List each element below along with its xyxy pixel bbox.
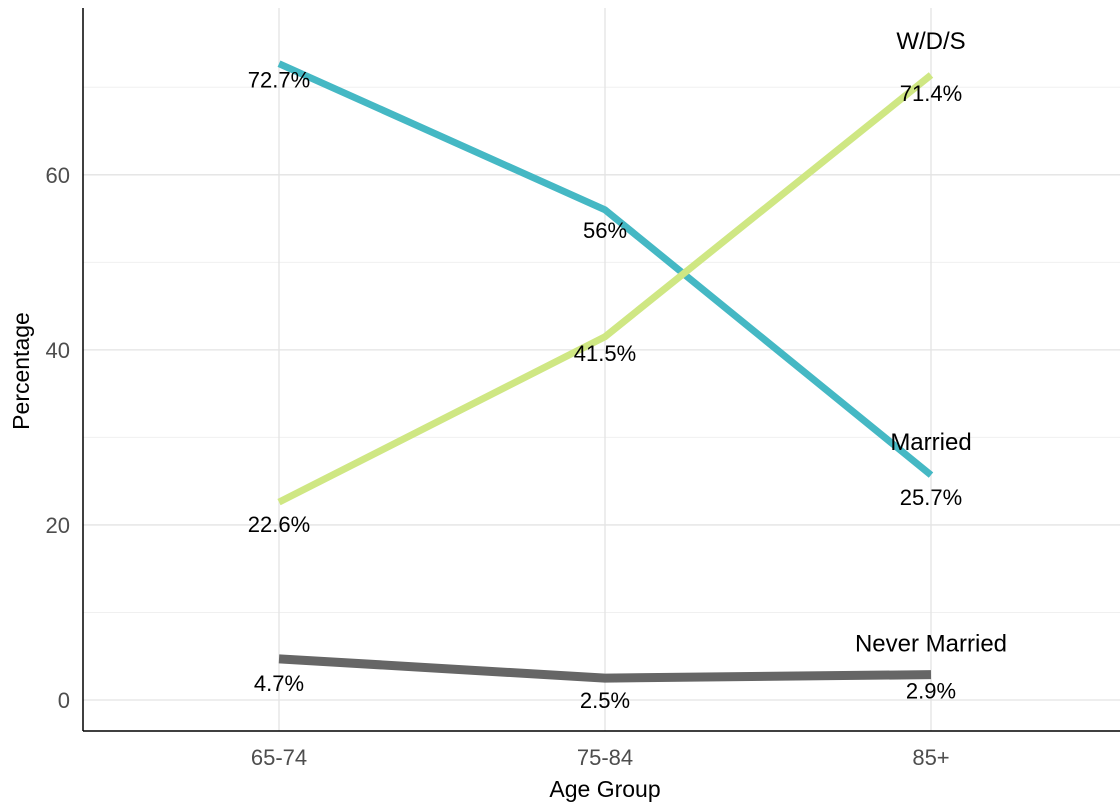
y-tick-labels: 0 20 40 60 (46, 163, 70, 713)
y-tick-label: 40 (46, 338, 70, 363)
data-label-married: 56% (583, 218, 627, 243)
y-tick-label: 60 (46, 163, 70, 188)
data-label-never-married: 2.5% (580, 688, 630, 713)
series-line-married (277, 60, 934, 478)
data-label-married: 72.7% (248, 68, 310, 93)
x-tick-labels: 65-74 75-84 85+ (251, 745, 950, 770)
y-axis-title: Percentage (8, 312, 34, 430)
data-label-w-d-s: 41.5% (574, 341, 636, 366)
data-label-married: 25.7% (900, 485, 962, 510)
series-name-married: Married (890, 429, 971, 456)
y-tick-label: 0 (58, 688, 70, 713)
y-tick-label: 20 (46, 513, 70, 538)
series-lines (277, 60, 934, 683)
x-axis-title: Age Group (549, 776, 660, 802)
axes (82, 8, 1120, 732)
x-tick-label: 85+ (912, 745, 949, 770)
series-line-w-d-s (277, 72, 934, 506)
series-name-never-married: Never Married (855, 631, 1007, 658)
data-labels: 72.7% 56% 25.7% 22.6% 41.5% 71.4% 4.7% 2.5% 2.9% (248, 68, 962, 713)
x-tick-label: 75-84 (577, 745, 633, 770)
data-label-never-married: 2.9% (906, 679, 956, 704)
series-line-never-married (278, 654, 932, 683)
x-tick-label: 65-74 (251, 745, 307, 770)
data-label-w-d-s: 22.6% (248, 512, 310, 537)
data-label-w-d-s: 71.4% (900, 81, 962, 106)
data-label-never-married: 4.7% (254, 671, 304, 696)
series-name-w-d-s: W/D/S (896, 28, 965, 55)
grid-lines (83, 8, 1120, 731)
series-name-labels: Married W/D/S Never Married (855, 28, 1007, 658)
